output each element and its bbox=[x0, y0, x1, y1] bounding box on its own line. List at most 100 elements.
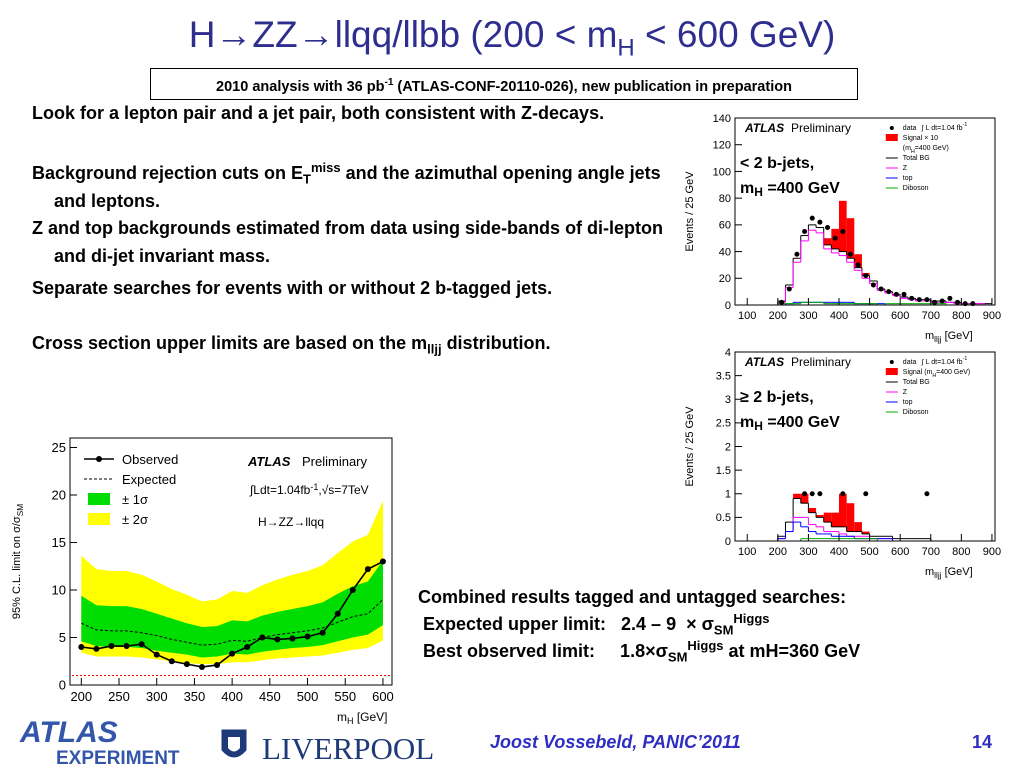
data-point bbox=[893, 291, 899, 297]
data-point bbox=[855, 262, 861, 268]
data-point bbox=[840, 491, 846, 497]
data-point bbox=[802, 229, 808, 235]
x-tick-label: 700 bbox=[922, 546, 940, 558]
text-part: =400 GeV) bbox=[915, 145, 949, 152]
signal-bin bbox=[816, 515, 824, 518]
text-part: [GeV] bbox=[942, 330, 973, 342]
data-point bbox=[878, 286, 884, 292]
annotation: mH =400 GeV bbox=[740, 414, 840, 433]
x-tick-label: 300 bbox=[146, 689, 168, 704]
text-part: data bbox=[903, 125, 917, 132]
text-part: lljj bbox=[934, 335, 941, 344]
legend-symbol bbox=[889, 360, 894, 364]
legend-note: (mH=400 GeV) bbox=[903, 145, 949, 155]
text-part: Higgs bbox=[733, 611, 770, 626]
data-point bbox=[916, 297, 922, 303]
limit-point bbox=[168, 658, 175, 665]
text-part: Observed bbox=[122, 452, 178, 467]
limit-point bbox=[229, 650, 236, 657]
data-point bbox=[947, 295, 953, 301]
atlas-label: ATLAS bbox=[744, 121, 784, 135]
text-part: Total BG bbox=[903, 379, 930, 386]
text-part: m bbox=[925, 330, 934, 342]
plot-frame bbox=[69, 437, 393, 686]
text-part: at mH=360 GeV bbox=[723, 641, 861, 661]
text-part: SM bbox=[667, 649, 688, 665]
x-axis-label: mlljj [GeV] bbox=[925, 566, 973, 580]
text-part: ∫ L dt=1.04 fb bbox=[921, 125, 963, 132]
data-point bbox=[786, 286, 792, 292]
x-tick-label: 400 bbox=[221, 689, 243, 704]
x-tick-label: 500 bbox=[860, 310, 878, 322]
x-tick-label: 600 bbox=[891, 310, 909, 322]
y-tick-label: 60 bbox=[719, 220, 731, 232]
data-point bbox=[809, 215, 815, 221]
limit-band bbox=[81, 560, 383, 658]
process-label: H→ZZ→llqq bbox=[258, 515, 324, 529]
text-part: -1 bbox=[310, 482, 318, 492]
x-tick-label: 600 bbox=[372, 689, 394, 704]
text-part: ∫ L dt=1.04 fb bbox=[921, 359, 963, 366]
x-tick-label: 200 bbox=[769, 310, 787, 322]
preliminary-label: Preliminary bbox=[302, 454, 368, 469]
y-tick-label: 2.5 bbox=[716, 418, 731, 430]
summary-line: Best observed limit: 1.8×σSMHiggs at mH=… bbox=[418, 638, 860, 665]
legend-symbol bbox=[889, 126, 894, 130]
legend-symbol bbox=[96, 456, 102, 462]
x-tick-label: 450 bbox=[259, 689, 281, 704]
legend-label: Z bbox=[903, 165, 908, 172]
x-tick-label: 800 bbox=[952, 546, 970, 558]
text-part: m bbox=[925, 566, 934, 578]
y-tick-label: 80 bbox=[719, 193, 731, 205]
note-box: 2010 analysis with 36 pb-1 (ATLAS-CONF-2… bbox=[150, 68, 858, 100]
y-tick-label: 0 bbox=[725, 536, 731, 548]
text-part: 95% C.L. limit on σ/σ bbox=[11, 516, 23, 619]
legend-label: Total BG bbox=[903, 155, 930, 162]
legend-label: Z bbox=[903, 389, 908, 396]
text-part: T bbox=[303, 171, 311, 187]
legend-label: data bbox=[903, 359, 917, 366]
slide-title: H→ZZ→llqq/llbb (200 < mH < 600 GeV) bbox=[0, 14, 1024, 62]
x-axis-label: mH [GeV] bbox=[337, 710, 388, 726]
annotation: ≥ 2 b-jets, bbox=[740, 389, 814, 406]
data-point bbox=[802, 491, 808, 497]
preliminary-label: Preliminary bbox=[791, 355, 851, 369]
text-part: Signal (m bbox=[903, 369, 933, 376]
text-part: data bbox=[903, 359, 917, 366]
y-tick-label: 3.5 bbox=[716, 370, 731, 382]
data-point bbox=[870, 282, 876, 288]
logo-experiment: EXPERIMENT bbox=[56, 748, 180, 768]
x-tick-label: 600 bbox=[891, 546, 909, 558]
limit-point bbox=[349, 587, 356, 593]
limit-point bbox=[93, 645, 100, 652]
annotation: mH =400 GeV bbox=[740, 180, 840, 199]
signal-bin bbox=[800, 493, 809, 504]
x-tick-label: 500 bbox=[860, 546, 878, 558]
data-point bbox=[909, 295, 915, 301]
text-part: top bbox=[903, 175, 913, 182]
x-tick-label: 100 bbox=[738, 546, 756, 558]
text-part: lljj bbox=[934, 571, 941, 580]
text-part: Look for a lepton pair and a jet pair, b… bbox=[32, 103, 605, 123]
annotation: < 2 b-jets, bbox=[740, 155, 814, 172]
text-part: H→ZZ→llqq/llbb (200 < m bbox=[188, 14, 618, 55]
limit-point bbox=[183, 661, 190, 668]
text-part: top bbox=[903, 399, 913, 406]
text-part: and the azimuthal opening angle jets and… bbox=[54, 163, 661, 211]
text-part: m bbox=[337, 710, 347, 724]
lumi-label: ∫ L dt=1.04 fb-1 bbox=[921, 356, 968, 366]
x-tick-label: 500 bbox=[297, 689, 319, 704]
text-part: m bbox=[740, 180, 754, 197]
data-point bbox=[939, 298, 945, 304]
limit-point bbox=[78, 644, 85, 650]
signal-bin bbox=[823, 238, 832, 245]
limit-point bbox=[244, 644, 251, 650]
text-part: Z bbox=[903, 165, 908, 172]
text-part: Combined results tagged and untagged sea… bbox=[418, 587, 847, 607]
limit-point bbox=[108, 643, 115, 650]
y-axis-label: Events / 25 GeV bbox=[684, 406, 696, 487]
y-tick-label: 0 bbox=[725, 300, 731, 312]
text-part: Best observed limit: 1.8×σ bbox=[418, 641, 668, 661]
y-tick-label: 120 bbox=[713, 140, 731, 152]
